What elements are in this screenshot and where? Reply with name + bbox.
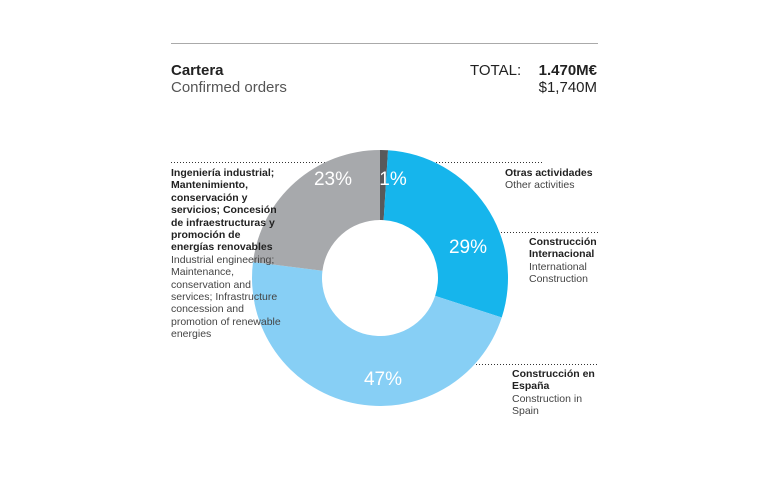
donut-slice: [252, 261, 502, 406]
category-name: Construcción Internacional: [529, 236, 597, 261]
total-label: TOTAL:: [470, 62, 522, 79]
value-label: 23%: [314, 169, 352, 190]
category-name: Otras actividades: [505, 167, 593, 179]
category-label: Construcción Internacional International …: [529, 236, 604, 286]
value-label: 47%: [364, 369, 402, 390]
chart-subtitle: Confirmed orders: [171, 79, 287, 96]
value-label: 29%: [449, 237, 487, 258]
category-label: Construcción en España Construction in Sp…: [512, 368, 602, 418]
value-label: 1%: [379, 169, 407, 190]
category-name-en: Industrial engineering; Maintenance, con…: [171, 253, 281, 341]
category-name-en: Construction in Spain: [512, 392, 583, 418]
chart-title: Cartera: [171, 62, 224, 79]
category-name-en: International Construction: [529, 260, 588, 286]
category-name-en: Other activities: [505, 179, 575, 192]
category-label: Otras actividades Other activities: [505, 167, 600, 192]
category-label: Ingeniería industrial; Mantenimiento, co…: [171, 167, 283, 341]
donut-slice: [380, 150, 389, 221]
leader-lines: [171, 162, 598, 365]
total-primary: 1.470M€: [538, 62, 597, 79]
donut-slice: [253, 150, 380, 271]
donut-slice: [383, 150, 508, 318]
category-name: Ingeniería industrial; Mantenimiento, co…: [171, 167, 277, 254]
category-name: Construcción en España: [512, 368, 595, 393]
total-secondary: $1,740M: [538, 79, 597, 96]
